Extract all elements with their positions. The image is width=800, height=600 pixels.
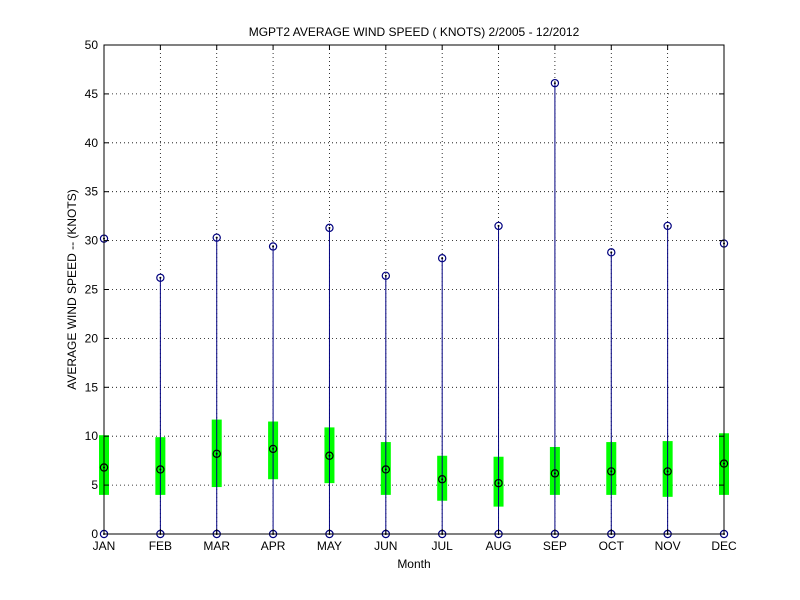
y-tick-label: 0: [91, 527, 98, 541]
box-jul: [437, 254, 448, 539]
max-dot: [497, 224, 500, 227]
x-tick-label: JUL: [432, 539, 454, 553]
median-marker: [381, 465, 391, 474]
x-tick-label: JAN: [93, 539, 116, 553]
max-marker: [663, 221, 672, 231]
plot-data: [99, 78, 729, 539]
max-marker: [437, 254, 447, 263]
box-feb: [155, 273, 166, 539]
max-dot: [610, 251, 613, 254]
max-marker: [156, 273, 165, 282]
axis-ticks: 0 5 10 15 20 25 30 35 40 45 50 JAN FEB MAR APR MAY JUN JU…: [85, 38, 737, 553]
box-jun: [380, 271, 391, 539]
median-dot: [497, 482, 500, 485]
median-marker: [494, 478, 503, 488]
median-marker: [156, 465, 165, 474]
max-dot: [328, 226, 331, 229]
max-marker: [607, 248, 616, 257]
median-marker: [550, 469, 560, 478]
median-dot: [441, 478, 444, 481]
median-marker: [607, 467, 616, 476]
median-dot: [553, 472, 556, 475]
y-tick-label: 5: [91, 478, 98, 492]
y-tick-label: 25: [85, 283, 99, 297]
x-tick-label: AUG: [486, 539, 512, 553]
median-dot: [666, 470, 669, 473]
max-marker: [550, 78, 560, 88]
max-marker: [268, 242, 278, 251]
x-tick-label: MAR: [203, 539, 230, 553]
max-dot: [159, 276, 162, 279]
y-tick-label: 45: [85, 87, 99, 101]
median-marker: [437, 475, 447, 484]
box-nov: [662, 221, 673, 539]
median-dot: [610, 470, 613, 473]
box-aug: [493, 221, 504, 539]
y-tick-label: 15: [85, 380, 99, 394]
median-dot: [159, 468, 162, 471]
x-tick-label: OCT: [599, 539, 625, 553]
max-dot: [666, 224, 669, 227]
grid-lines: [104, 45, 724, 534]
y-tick-label: 50: [85, 38, 99, 52]
y-tick-label: 35: [85, 185, 99, 199]
max-dot: [384, 274, 387, 277]
x-axis-label: Month: [397, 557, 430, 571]
median-dot: [272, 447, 275, 450]
x-tick-label: NOV: [655, 539, 681, 553]
max-marker: [325, 223, 334, 233]
max-dot: [441, 257, 444, 260]
x-tick-label: MAY: [317, 539, 342, 553]
max-dot: [272, 245, 275, 248]
x-tick-label: FEB: [149, 539, 172, 553]
y-tick-label: 40: [85, 136, 99, 150]
box-mar: [211, 233, 222, 539]
max-marker: [494, 221, 503, 231]
max-marker: [212, 233, 221, 242]
box-sep: [549, 78, 560, 539]
box-may: [324, 223, 335, 539]
chart-title: MGPT2 AVERAGE WIND SPEED ( KNOTS) 2/2005…: [249, 25, 580, 39]
y-tick-label: 30: [85, 234, 99, 248]
median-dot: [215, 452, 218, 455]
median-marker: [663, 467, 672, 476]
y-tick-label: 10: [85, 429, 99, 443]
y-tick-label: 20: [85, 331, 99, 345]
max-marker: [381, 271, 391, 281]
max-dot: [215, 236, 218, 239]
median-marker: [212, 449, 221, 459]
x-tick-label: SEP: [543, 539, 567, 553]
median-marker: [268, 444, 278, 454]
median-dot: [384, 468, 387, 471]
y-axis-label: AVERAGE WIND SPEED -- (KNOTS): [65, 189, 79, 389]
box-apr: [268, 242, 279, 539]
median-marker: [325, 451, 334, 460]
x-tick-label: JUN: [374, 539, 397, 553]
median-dot: [328, 454, 331, 457]
x-tick-label: APR: [261, 539, 286, 553]
max-dot: [553, 82, 556, 85]
x-tick-label: DEC: [711, 539, 737, 553]
box-oct: [606, 248, 617, 539]
